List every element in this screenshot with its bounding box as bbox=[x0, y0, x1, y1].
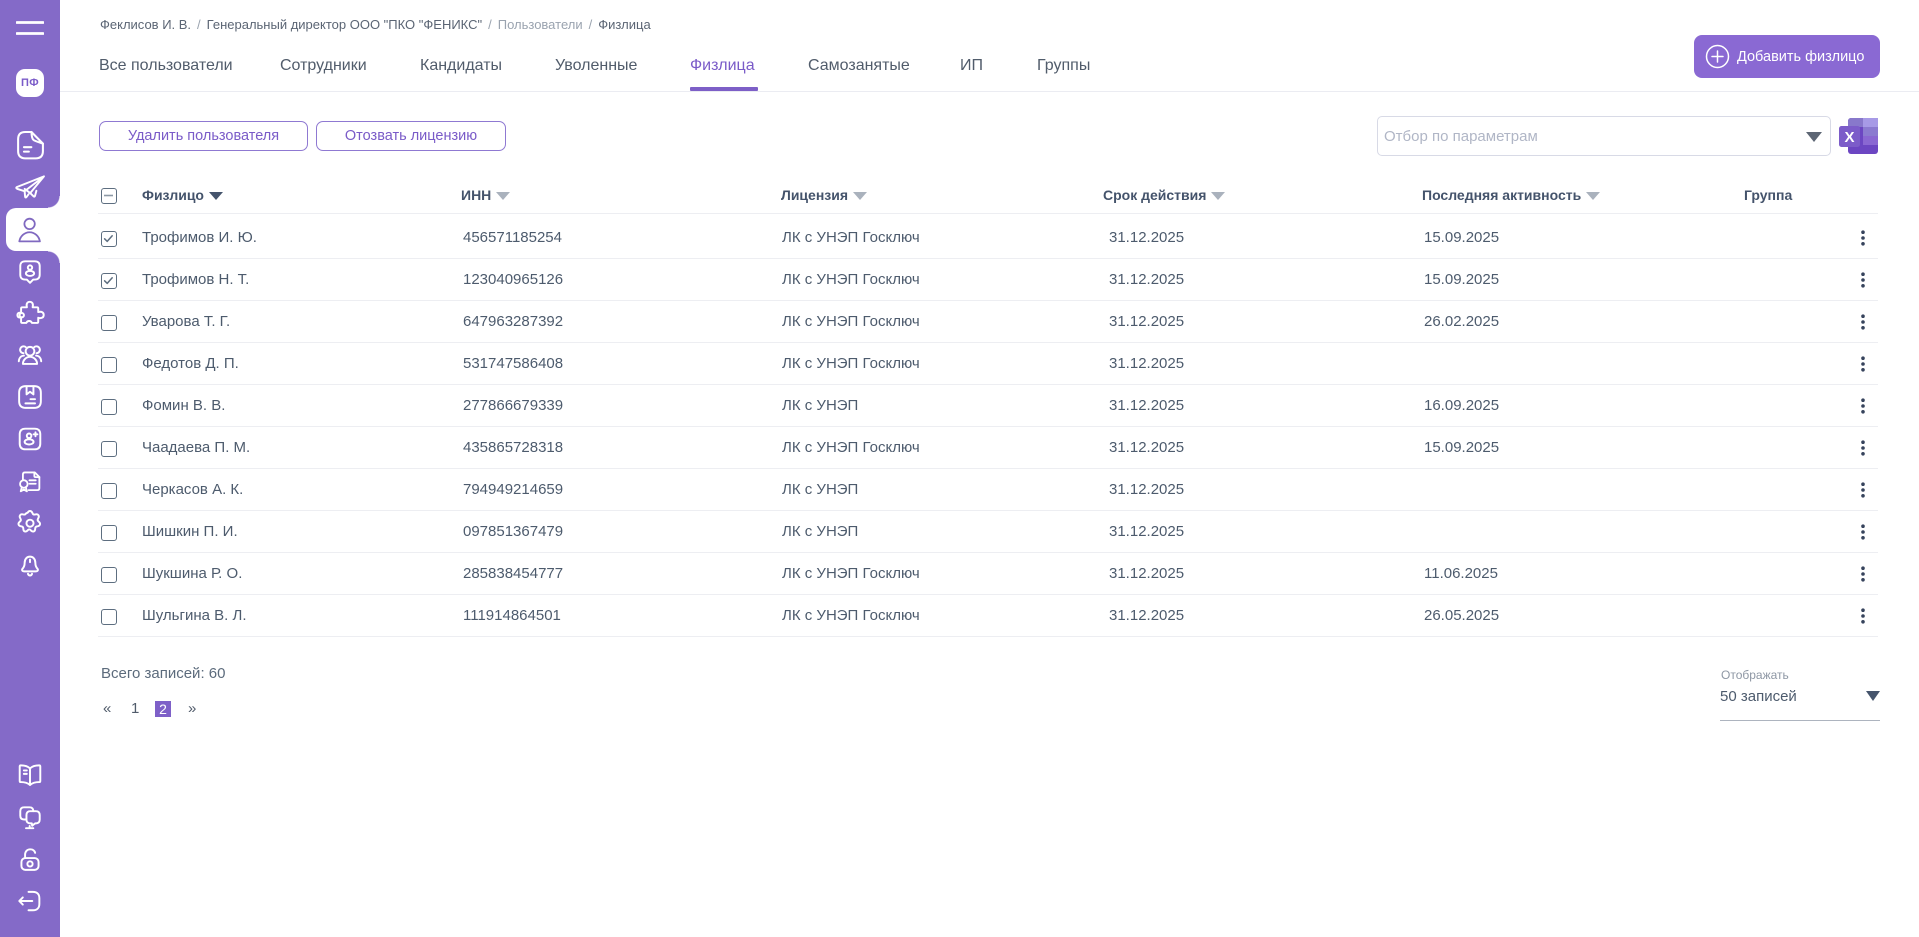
svg-text:X: X bbox=[1844, 129, 1854, 146]
